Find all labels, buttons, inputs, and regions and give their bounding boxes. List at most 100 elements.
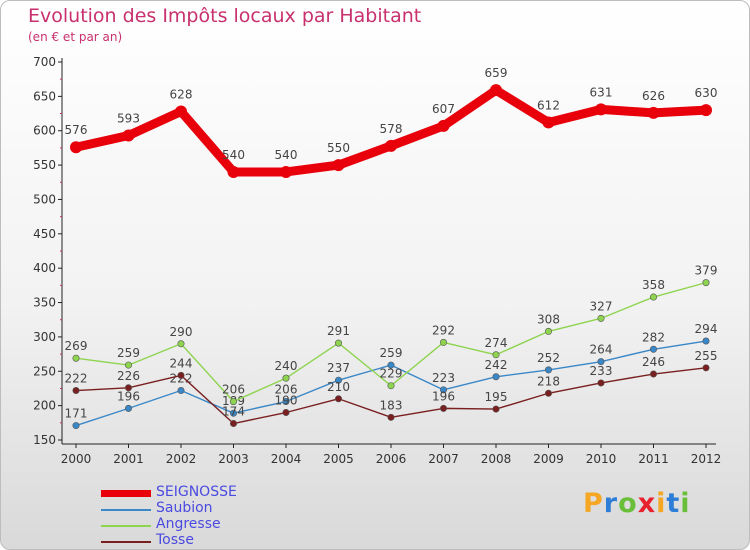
y-tick-label: 250 [33,364,56,378]
data-label: 274 [485,336,508,350]
data-point [490,84,502,97]
data-label: 226 [117,369,140,383]
data-label: 550 [327,141,350,155]
data-point [282,398,290,406]
data-label: 210 [327,380,350,394]
legend-label: Saubion [156,500,213,516]
data-label: 264 [590,343,613,357]
data-label: 292 [432,323,455,337]
data-label: 195 [485,390,508,404]
y-tick-label: 600 [33,124,56,138]
data-point [439,338,447,346]
data-point [702,279,710,287]
logo-letter: r [603,488,619,519]
data-point [125,361,133,369]
data-label: 255 [695,349,718,363]
x-tick-label: 2005 [323,452,354,466]
data-point [544,327,552,335]
y-tick-label: 500 [33,192,56,206]
series-tosse: 222 226 244 174 190 210 183 196 195 218 233 246 255 [65,349,718,428]
data-point [597,358,605,366]
x-tick-label: 2006 [376,452,407,466]
data-label: 628 [170,87,193,101]
data-point [334,339,342,347]
data-point [387,382,395,390]
data-point [332,159,345,172]
data-point [647,106,660,119]
data-label: 246 [642,355,665,369]
x-tick-label: 2007 [428,452,459,466]
data-label: 222 [65,372,88,386]
data-label: 576 [65,123,88,137]
legend-item-angresse: Angresse [101,516,301,533]
data-point [175,105,187,118]
data-label: 223 [432,371,455,385]
data-point [282,374,290,382]
data-label: 630 [695,86,718,100]
y-tick-label: 350 [33,296,56,310]
x-tick-label: 2003 [218,452,249,466]
data-point [177,340,185,348]
legend-label: Tosse [156,532,194,548]
data-point [437,119,450,132]
data-label: 593 [117,112,140,126]
data-point [227,165,240,178]
data-point [125,404,133,412]
data-point [492,405,500,413]
chart-subtitle: (en € et par an) [28,30,123,44]
data-point [702,337,710,345]
series-saubion: 171196222189206237259223242252264282294 [65,322,718,430]
legend-label: Angresse [156,516,221,532]
data-point [649,370,657,378]
data-label: 294 [695,322,718,336]
data-label: 252 [537,351,560,365]
data-point [597,379,605,387]
line-chart: 150 200 250 300 350 400 450 500 550 600 650 700 2000… [33,55,721,466]
y-tick-label: 550 [33,158,56,172]
legend: SEIGNOSSE Saubion Angresse Tosse [101,484,301,549]
data-point [72,354,80,362]
data-label: 659 [485,66,508,80]
legend-swatch [101,541,151,543]
y-tick-label: 200 [33,399,56,413]
data-point [649,293,657,301]
data-label: 218 [537,374,560,388]
data-point [72,422,80,430]
y-tick-label: 400 [33,261,56,275]
data-label: 358 [642,278,665,292]
data-label: 290 [170,325,193,339]
data-label: 259 [380,346,403,360]
data-label: 327 [590,299,613,313]
legend-swatch [101,509,151,511]
data-point [177,371,185,379]
data-label: 174 [222,405,245,419]
data-label: 612 [537,98,560,112]
data-label: 631 [590,85,613,99]
x-tick-label: 2009 [533,452,564,466]
data-point [439,404,447,412]
data-point [597,314,605,322]
x-tick-label: 2008 [481,452,512,466]
data-point [122,129,135,142]
data-point [125,384,133,392]
y-tick-label: 300 [33,330,56,344]
data-label: 196 [432,389,455,403]
data-label: 233 [590,364,613,378]
data-point [492,351,500,359]
data-label: 240 [275,359,298,373]
data-point [282,409,290,417]
data-label: 171 [65,407,88,421]
data-label: 259 [117,346,140,360]
series-seignosse: 576 593 628 540 540 550 578 607 659 612 631 626 630 [65,66,718,178]
logo-letter: x [637,488,657,519]
x-tick-label: 2011 [638,452,669,466]
y-tick-label: 150 [33,433,56,447]
data-point [280,165,292,178]
x-tick-label: 2010 [586,452,617,466]
x-tick-label: 2002 [166,452,197,466]
data-point [492,373,500,381]
data-label: 291 [327,324,350,338]
data-point [439,386,447,394]
proxiti-logo: Proxiti [583,488,691,519]
logo-letter: t [666,488,681,519]
